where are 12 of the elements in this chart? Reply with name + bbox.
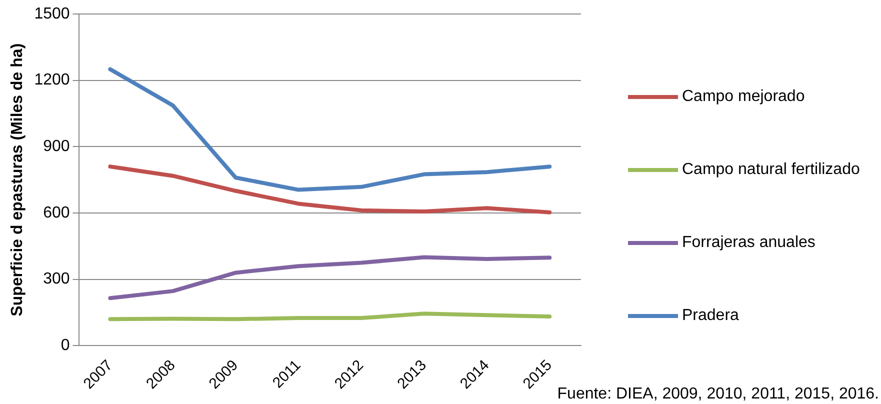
y-tick-label: 1500 [34,5,70,22]
legend-label: Campo natural fertilizado [682,161,860,179]
legend-label: Pradera [682,307,739,325]
source-note: Fuente: DIEA, 2009, 2010, 2011, 2015, 2016. [557,385,879,402]
y-axis-title: Superficie d epasturas (Miles de ha) [9,43,26,316]
y-tick-label: 1200 [34,72,70,89]
y-tick-label: 0 [60,337,70,354]
legend-label: Campo mejorado [682,88,805,106]
y-tick-label: 300 [43,270,70,288]
y-tick-label: 900 [43,138,70,156]
legend-label: Forrajeras anuales [682,234,816,252]
y-tick-label: 600 [43,204,70,222]
